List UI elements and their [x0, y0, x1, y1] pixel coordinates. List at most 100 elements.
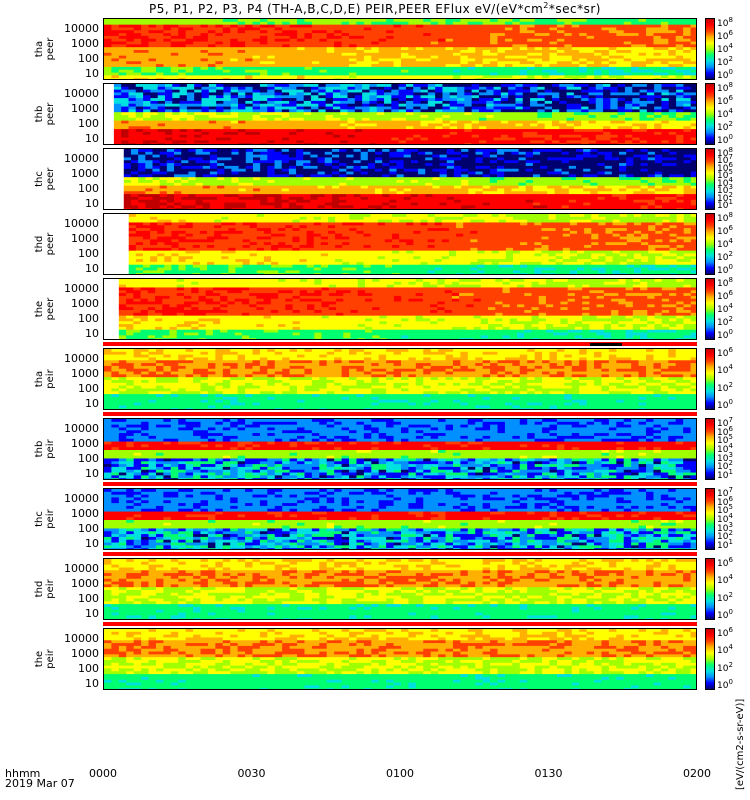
spectrogram-cell — [453, 180, 462, 184]
spectrogram-cell — [238, 109, 246, 113]
spectrogram-cell — [362, 92, 371, 96]
spectrogram-cell — [668, 131, 677, 136]
spectrogram-cell — [525, 151, 534, 156]
spectrogram-cell — [452, 66, 461, 71]
spectrogram-cell — [360, 196, 369, 201]
spectrogram-cell — [141, 52, 150, 57]
spectrogram-cell — [281, 131, 290, 136]
spectrogram-cell — [586, 78, 595, 79]
spectrogram-cell — [360, 174, 369, 178]
spectrogram-cell — [654, 112, 663, 116]
spectrogram-cell — [152, 196, 161, 201]
spectrogram-cell — [237, 69, 246, 74]
spectrogram-cell — [346, 149, 355, 153]
colorbar-tick-label: 104 — [717, 42, 733, 55]
spectrogram-cell — [439, 177, 448, 181]
spectrogram-cell — [445, 75, 454, 79]
spectrogram-cell — [512, 44, 521, 48]
spectrogram-cell — [113, 123, 122, 127]
spectrogram-cell — [340, 140, 349, 144]
spectrogram-cell — [423, 27, 432, 31]
spectrogram-cell — [515, 117, 524, 122]
spectrogram-cell — [121, 86, 130, 91]
spectrogram-cell — [334, 52, 343, 57]
spectrogram-cell — [532, 160, 541, 164]
spectrogram-cell — [418, 185, 426, 190]
spectrogram-cell — [172, 131, 181, 136]
spectrogram-cell — [165, 109, 173, 113]
spectrogram-cell — [371, 64, 380, 68]
spectrogram-cell — [260, 163, 268, 167]
spectrogram-cell — [676, 98, 684, 102]
spectrogram-cell — [530, 123, 538, 127]
spectrogram-cell — [317, 185, 326, 190]
spectrogram-cell — [653, 78, 662, 79]
spectrogram-cell — [362, 106, 371, 110]
spectrogram-cell — [186, 100, 195, 105]
spectrogram-cell — [556, 33, 565, 37]
spectrogram-cell — [544, 140, 553, 144]
spectrogram-cell — [245, 24, 254, 29]
spectrogram-cell — [121, 137, 130, 141]
spectrogram-cell — [683, 27, 692, 31]
spectrogram-cell — [274, 180, 283, 184]
spectrogram-cell — [326, 33, 335, 37]
spectrogram-cell — [478, 140, 487, 144]
spectrogram-cell — [259, 109, 268, 113]
spectrogram-cell — [170, 27, 179, 31]
spectrogram-cell — [360, 205, 369, 209]
spectrogram-cell — [193, 19, 202, 23]
spectrogram-cell — [215, 38, 224, 43]
spectrogram-cell — [362, 143, 371, 144]
spectrogram-cell — [579, 35, 588, 40]
spectrogram-cell — [405, 109, 414, 113]
spectrogram-cell — [289, 103, 298, 108]
spectrogram-cell — [542, 21, 551, 26]
spectrogram-cell — [418, 154, 426, 159]
spectrogram-cell — [393, 41, 402, 45]
spectrogram-cell — [391, 92, 400, 96]
spectrogram-cell — [623, 35, 632, 40]
spectrogram-cell — [676, 112, 684, 116]
spectrogram-cell — [511, 180, 520, 184]
spectrogram-cell — [564, 38, 573, 43]
spectrogram-cell — [452, 78, 461, 79]
spectrogram-cell — [245, 100, 254, 105]
spectrogram-cell — [452, 44, 461, 48]
spectrogram-cell — [561, 171, 570, 175]
spectrogram-cell — [478, 129, 487, 133]
spectrogram-cell — [559, 95, 568, 99]
spectrogram-cell — [130, 168, 139, 173]
spectrogram-cell — [252, 100, 261, 105]
spectrogram-cell — [150, 112, 159, 116]
spectrogram-cell — [415, 64, 424, 68]
spectrogram-cell — [646, 64, 655, 68]
spectrogram-cell — [369, 115, 378, 119]
spectrogram-cell — [544, 115, 553, 119]
spectrogram-cell — [245, 171, 254, 175]
spectrogram-cell — [128, 131, 137, 136]
spectrogram-cell — [324, 154, 333, 159]
spectrogram-cell — [111, 38, 120, 43]
spectrogram-cell — [515, 115, 524, 119]
spectrogram-cell — [446, 185, 455, 190]
spectrogram-cell — [549, 78, 558, 79]
spectrogram-cell — [482, 50, 491, 54]
spectrogram-cell — [683, 89, 692, 94]
spectrogram-cell — [170, 75, 179, 79]
spectrogram-cell — [260, 157, 268, 161]
spectrogram-cell — [418, 165, 426, 170]
spectrogram-cell — [341, 47, 350, 51]
spectrogram-cell — [126, 58, 135, 62]
spectrogram-cell — [430, 50, 439, 54]
spectrogram-cell — [282, 47, 291, 51]
spectrogram-cell — [435, 106, 444, 110]
spectrogram-cell — [201, 95, 210, 99]
spectrogram-cell — [224, 171, 233, 175]
spectrogram-cell — [632, 123, 641, 127]
spectrogram-cell — [504, 61, 513, 65]
spectrogram-cell — [566, 100, 575, 105]
spectrogram-cell — [583, 202, 591, 206]
spectrogram-cell — [193, 44, 202, 48]
spectrogram-cell — [610, 120, 619, 125]
